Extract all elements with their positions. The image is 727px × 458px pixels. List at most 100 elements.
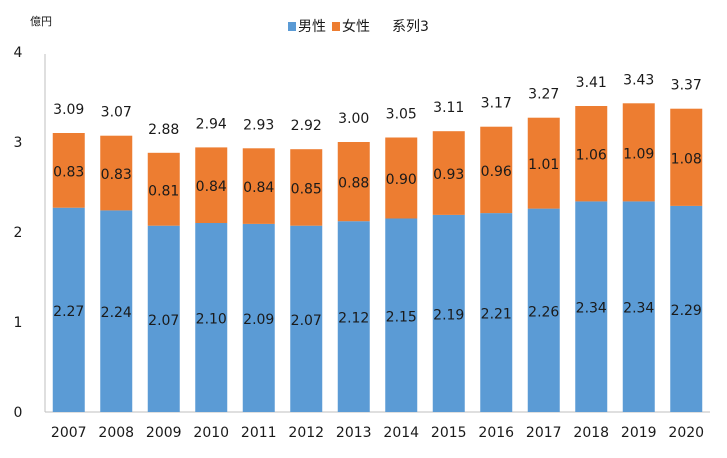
data-label-male: 2.15 bbox=[386, 309, 417, 325]
data-label-female: 0.83 bbox=[101, 167, 132, 183]
data-label-female: 1.08 bbox=[671, 151, 702, 167]
data-label-male: 2.09 bbox=[243, 312, 274, 328]
data-label-total: 2.93 bbox=[243, 117, 274, 133]
bar-female bbox=[575, 106, 608, 202]
bar-male bbox=[432, 214, 465, 412]
x-tick-label: 2018 bbox=[573, 425, 609, 441]
x-tick-label: 2014 bbox=[383, 425, 419, 441]
bar-male bbox=[480, 213, 513, 412]
data-label-female: 1.09 bbox=[623, 146, 654, 162]
x-tick-label: 2020 bbox=[668, 425, 704, 441]
data-label-total: 3.09 bbox=[53, 102, 84, 118]
bar-male bbox=[147, 225, 180, 412]
bar-male bbox=[52, 207, 85, 412]
bar-male bbox=[195, 223, 228, 412]
x-tick-label: 2012 bbox=[288, 425, 324, 441]
y-tick-label: 0 bbox=[14, 405, 23, 421]
data-label-male: 2.07 bbox=[148, 313, 179, 329]
bar-female bbox=[432, 131, 465, 215]
data-label-male: 2.10 bbox=[196, 312, 227, 328]
data-label-male: 2.34 bbox=[623, 301, 654, 317]
data-label-female: 1.06 bbox=[576, 148, 607, 164]
bar-female bbox=[100, 135, 133, 211]
data-label-male: 2.24 bbox=[101, 305, 132, 321]
data-label-total: 3.43 bbox=[623, 72, 654, 88]
bar-female bbox=[147, 152, 180, 226]
x-tick-label: 2015 bbox=[431, 425, 467, 441]
bar-male bbox=[290, 225, 323, 412]
bar-female bbox=[527, 117, 560, 209]
bar-female bbox=[480, 126, 513, 214]
data-label-female: 0.84 bbox=[243, 180, 274, 196]
bar-female bbox=[385, 137, 418, 219]
bar-male bbox=[527, 208, 560, 412]
data-label-male: 2.21 bbox=[481, 307, 512, 323]
legend-swatch bbox=[288, 22, 296, 31]
y-tick-label: 3 bbox=[14, 135, 23, 151]
data-label-total: 2.92 bbox=[291, 118, 322, 134]
data-label-female: 0.83 bbox=[53, 164, 84, 180]
bar-female bbox=[195, 147, 228, 223]
bar-female bbox=[670, 108, 703, 206]
x-tick-label: 2013 bbox=[336, 425, 372, 441]
data-label-total: 3.27 bbox=[528, 87, 559, 103]
data-label-total: 3.17 bbox=[481, 96, 512, 112]
data-label-male: 2.34 bbox=[576, 301, 607, 317]
legend-label: 女性 bbox=[342, 18, 370, 35]
data-label-female: 0.88 bbox=[338, 176, 369, 192]
bar-female bbox=[290, 149, 323, 226]
unit-label: 億円 bbox=[30, 15, 52, 28]
data-label-male: 2.19 bbox=[433, 307, 464, 323]
bar-female bbox=[242, 148, 275, 224]
data-label-female: 0.90 bbox=[386, 172, 417, 188]
legend-label: 男性 bbox=[298, 19, 326, 35]
x-tick-label: 2016 bbox=[478, 425, 514, 441]
x-tick-label: 2010 bbox=[193, 425, 229, 441]
bar-male bbox=[100, 210, 133, 412]
bar-male bbox=[670, 205, 703, 412]
data-label-total: 2.88 bbox=[148, 122, 179, 138]
data-label-female: 0.84 bbox=[196, 179, 227, 195]
bar-female bbox=[622, 103, 655, 202]
bars: 2.27 0.83 3.09 2.24 0.83 3.07 2.07 0.81 2.88 2.10… bbox=[52, 72, 703, 412]
data-label-female: 0.96 bbox=[481, 164, 512, 180]
y-tick-label: 1 bbox=[14, 315, 23, 331]
bar-male bbox=[385, 218, 418, 412]
bar-female bbox=[337, 142, 370, 222]
data-label-male: 2.27 bbox=[53, 304, 84, 320]
data-label-total: 3.37 bbox=[671, 78, 702, 94]
data-label-male: 2.29 bbox=[671, 303, 702, 319]
x-tick-label: 2011 bbox=[241, 425, 277, 441]
data-label-total: 3.07 bbox=[101, 105, 132, 121]
x-tick-label: 2007 bbox=[51, 425, 87, 441]
legend-swatch bbox=[332, 22, 340, 31]
x-tick-label: 2019 bbox=[621, 425, 657, 441]
data-label-male: 2.07 bbox=[291, 313, 322, 329]
x-tick-label: 2017 bbox=[526, 425, 562, 441]
legend-label: 系列3 bbox=[392, 19, 429, 35]
data-label-total: 3.05 bbox=[386, 107, 417, 123]
legend: 男性 女性 系列3 bbox=[288, 18, 429, 35]
data-label-male: 2.12 bbox=[338, 311, 369, 327]
data-label-female: 0.81 bbox=[148, 183, 179, 199]
data-label-total: 3.00 bbox=[338, 111, 369, 127]
data-label-female: 0.85 bbox=[291, 181, 322, 197]
data-label-total: 2.94 bbox=[196, 116, 227, 132]
y-tick-label: 2 bbox=[14, 225, 23, 241]
x-tick-label: 2008 bbox=[98, 425, 134, 441]
data-label-male: 2.26 bbox=[528, 304, 559, 320]
data-label-total: 3.11 bbox=[433, 100, 464, 116]
bar-male bbox=[337, 221, 370, 412]
axes: 0 1 2 3 4 2007 2008 2009 2010 2011 2012 2013 2014 201… bbox=[14, 45, 710, 441]
y-tick-label: 4 bbox=[14, 45, 23, 61]
data-label-total: 3.41 bbox=[576, 75, 607, 91]
bar-male bbox=[242, 223, 275, 412]
x-tick-label: 2009 bbox=[146, 425, 182, 441]
bar-male bbox=[622, 201, 655, 412]
bar-male bbox=[575, 201, 608, 412]
data-label-female: 1.01 bbox=[528, 157, 559, 173]
bar-female bbox=[52, 133, 85, 208]
data-label-female: 0.93 bbox=[433, 167, 464, 183]
